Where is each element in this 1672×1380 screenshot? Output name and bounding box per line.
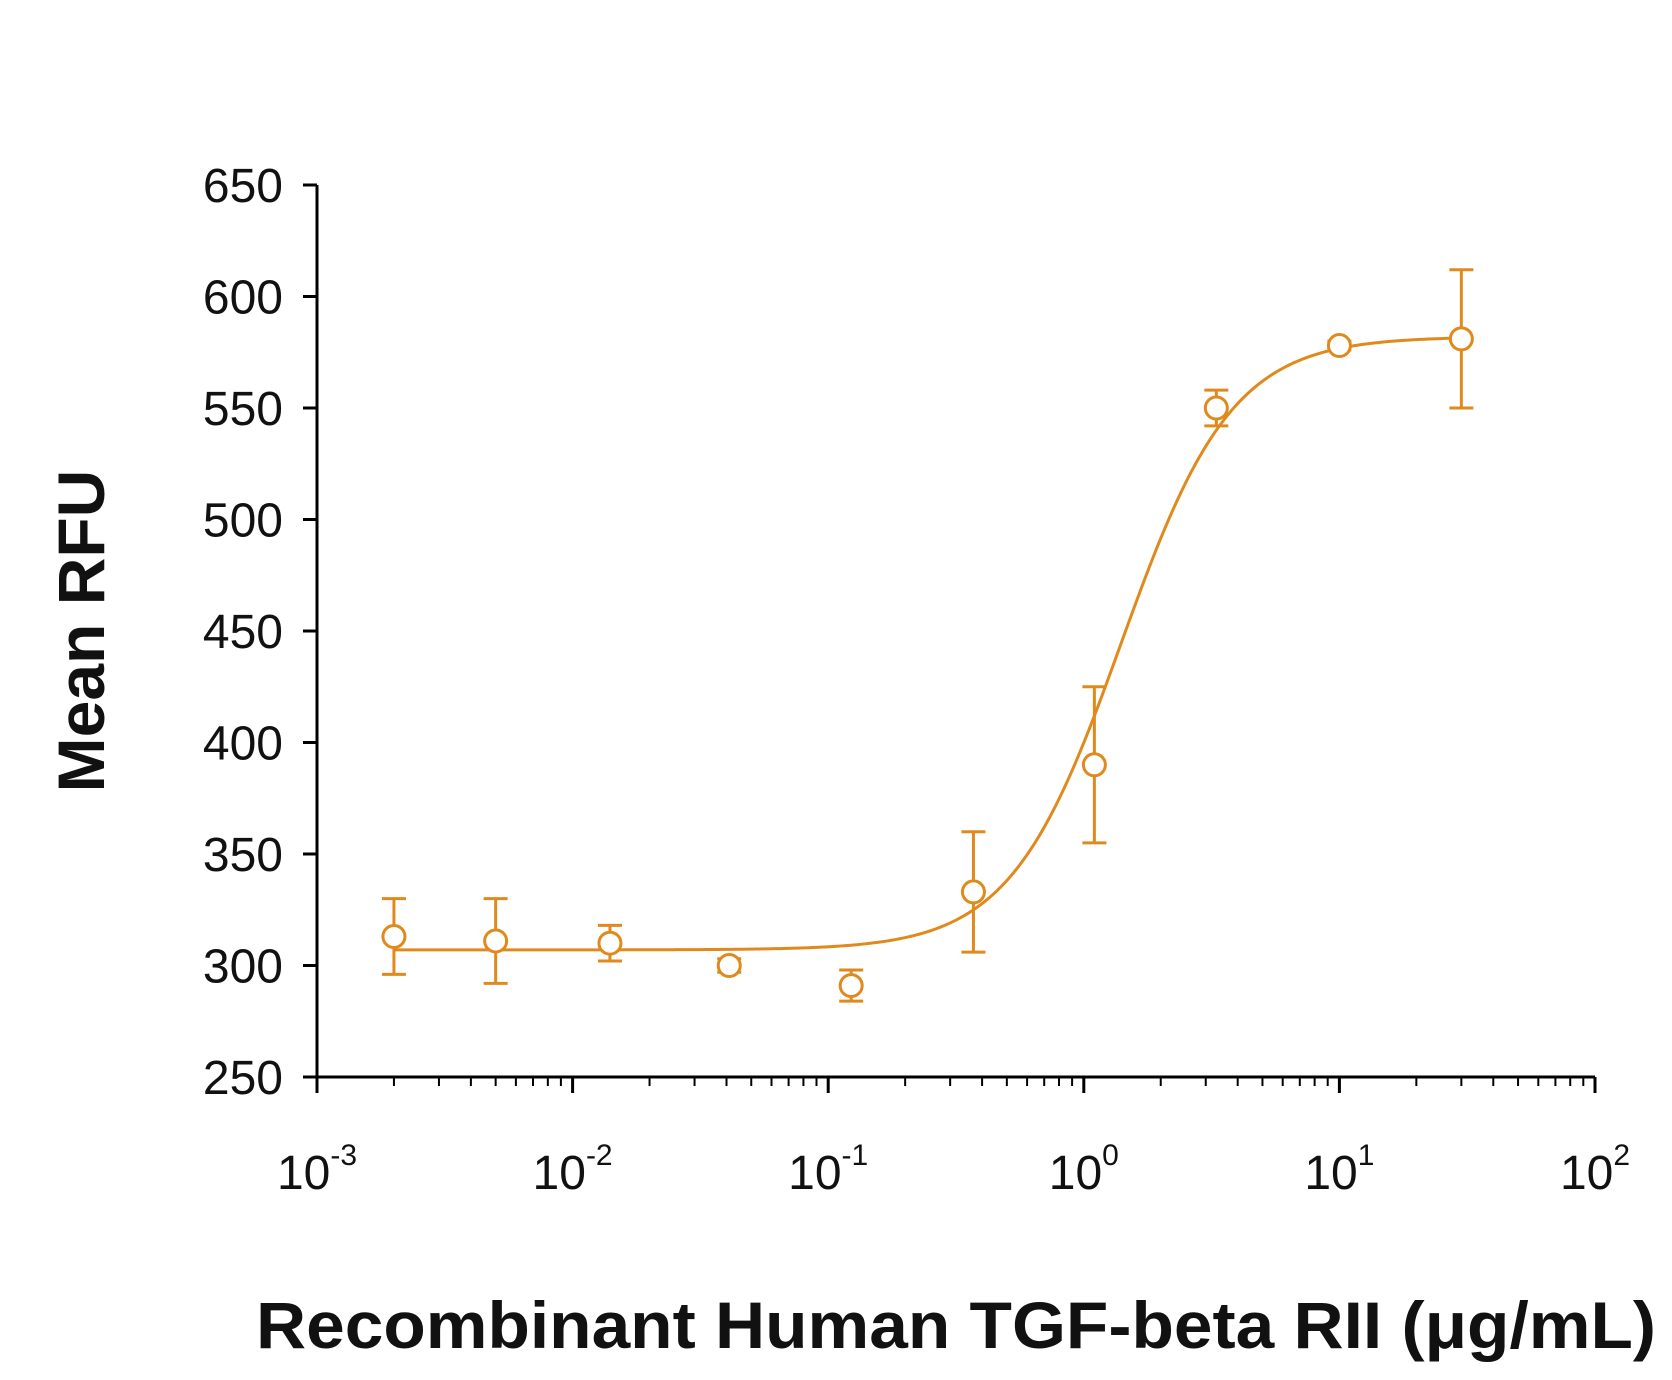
data-point	[1081, 685, 1107, 845]
y-axis-title: Mean RFU	[44, 470, 118, 793]
x-tick-label: 10-2	[533, 1139, 613, 1200]
axes	[315, 185, 1595, 1079]
data-marker	[1448, 326, 1474, 352]
x-tick-label: 100	[1049, 1139, 1119, 1200]
x-tick-exponent: 1	[1358, 1139, 1375, 1172]
x-tick-exponent: 2	[1613, 1139, 1630, 1172]
data-point	[597, 923, 623, 963]
y-tick-label: 500	[203, 495, 283, 548]
data-point	[381, 897, 407, 976]
data-marker	[960, 879, 986, 905]
y-tick-label: 550	[203, 383, 283, 436]
x-tick-exponent: -1	[842, 1139, 869, 1172]
x-tick-base: 10	[277, 1147, 330, 1200]
x-axis-title: Recombinant Human TGF-beta RII (μg/mL)	[256, 1288, 1656, 1362]
fit-curve	[393, 336, 1462, 952]
x-tick-base: 10	[788, 1147, 841, 1200]
x-tick-label: 102	[1560, 1139, 1630, 1200]
data-point	[483, 897, 509, 985]
y-tick-label: 600	[203, 272, 283, 325]
y-tick-label: 400	[203, 718, 283, 771]
data-marker	[1203, 395, 1229, 421]
data-marker	[597, 930, 623, 956]
data-points	[381, 268, 1474, 1003]
data-marker	[1326, 333, 1352, 359]
data-point	[838, 968, 864, 1003]
y-tick-label: 300	[203, 941, 283, 994]
x-tick-label: 10-3	[277, 1139, 357, 1200]
x-ticks: 10-3 10-2 10-1 100 101 102	[277, 1077, 1630, 1200]
data-point	[960, 830, 986, 954]
x-tick-base: 10	[1304, 1147, 1357, 1200]
x-tick-exponent: -2	[586, 1139, 613, 1172]
y-ticks: 650 600 550 500 450 400 350 300 250	[203, 160, 317, 1105]
y-tick-label: 350	[203, 829, 283, 882]
x-tick-base: 10	[1560, 1147, 1613, 1200]
data-marker	[716, 953, 742, 978]
y-tick-label: 250	[203, 1052, 283, 1105]
x-tick-base: 10	[533, 1147, 586, 1200]
x-tick-label: 10-1	[788, 1139, 868, 1200]
x-tick-exponent: -3	[330, 1139, 357, 1172]
data-marker	[381, 924, 407, 950]
y-tick-label: 650	[203, 160, 283, 213]
data-marker	[1081, 752, 1107, 778]
y-tick-label: 450	[203, 606, 283, 659]
data-marker	[838, 973, 864, 999]
data-marker	[483, 928, 509, 954]
data-point	[1203, 388, 1229, 428]
data-point	[1326, 333, 1352, 359]
x-tick-exponent: 0	[1102, 1139, 1119, 1172]
data-point	[1448, 268, 1474, 410]
x-tick-label: 101	[1304, 1139, 1374, 1200]
x-tick-base: 10	[1049, 1147, 1102, 1200]
data-point	[716, 953, 742, 978]
